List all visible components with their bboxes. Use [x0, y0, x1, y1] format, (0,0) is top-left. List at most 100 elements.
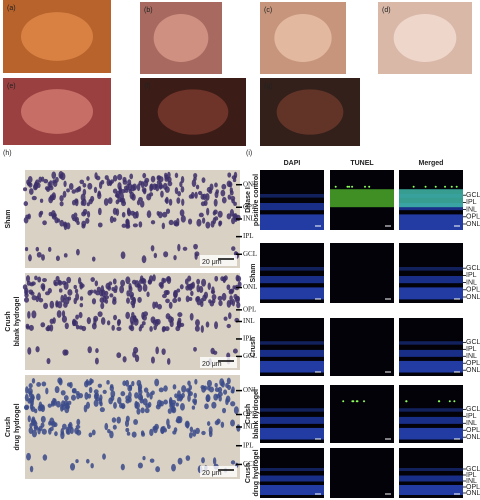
dapi-band — [260, 276, 324, 284]
nucleus — [231, 299, 236, 307]
row-label: Crush — [245, 463, 252, 483]
nucleus — [52, 317, 56, 324]
nucleus — [23, 216, 29, 224]
fluorescence-image — [330, 448, 394, 498]
nucleus — [54, 386, 60, 394]
nucleus — [39, 198, 44, 203]
nucleus — [232, 285, 236, 290]
nucleus — [196, 218, 202, 227]
nucleus — [74, 427, 79, 435]
layer-label: INL — [466, 206, 477, 213]
nucleus — [206, 379, 212, 388]
layer-label: GCL — [466, 192, 480, 199]
nucleus — [31, 378, 36, 384]
nucleus — [61, 315, 67, 323]
layer-label: GCL — [243, 460, 257, 468]
nucleus — [230, 460, 236, 465]
layer-label: GCL — [466, 339, 480, 346]
dapi-band — [399, 341, 463, 345]
dapi-band — [260, 468, 324, 471]
nucleus — [79, 283, 85, 289]
nucleus — [41, 381, 47, 387]
nucleus — [75, 292, 80, 301]
nucleus — [63, 395, 69, 401]
tunel-dot — [438, 400, 441, 403]
layer-label: ONL — [243, 386, 257, 394]
nucleus — [24, 292, 29, 298]
nucleus — [162, 278, 167, 283]
dapi-band — [399, 427, 463, 440]
layer-label: IPL — [466, 472, 477, 479]
nucleus — [119, 198, 124, 203]
dapi-band — [399, 276, 463, 284]
nucleus — [180, 186, 185, 193]
nucleus — [225, 398, 229, 406]
layer-label: INL — [466, 279, 477, 286]
nucleus — [142, 283, 148, 292]
nucleus — [231, 217, 236, 225]
tunel-dot — [342, 400, 345, 403]
nucleus — [181, 198, 185, 206]
nucleus — [43, 178, 49, 184]
nucleus — [105, 282, 111, 290]
row-label: Crush — [250, 337, 257, 357]
nucleus — [109, 215, 114, 224]
nucleus — [146, 391, 150, 398]
column-header: TUNEL — [350, 160, 374, 167]
nucleus — [64, 349, 69, 356]
nucleus — [66, 428, 71, 435]
nucleus — [236, 301, 241, 309]
nucleus — [23, 201, 29, 207]
nucleus — [205, 221, 211, 229]
layer-label: INL — [243, 317, 255, 325]
tunel-dot — [364, 185, 367, 188]
nucleus — [136, 199, 141, 206]
nucleus — [61, 280, 67, 285]
nucleus — [41, 428, 47, 435]
nucleus — [177, 297, 182, 302]
nucleus — [184, 420, 190, 429]
nucleus — [73, 284, 77, 290]
nucleus — [173, 289, 178, 298]
layer-label: OPL — [466, 360, 480, 367]
nucleus — [174, 172, 179, 178]
nucleus — [36, 382, 42, 387]
nucleus — [87, 290, 93, 296]
tunel-dot — [368, 185, 371, 188]
nucleus — [48, 420, 52, 426]
nucleus — [82, 198, 87, 207]
nucleus — [82, 188, 87, 196]
nucleus — [76, 220, 80, 226]
nucleus — [26, 280, 31, 286]
nucleus — [172, 384, 177, 390]
nucleus — [144, 177, 150, 183]
tunel-dot — [450, 185, 453, 188]
nucleus — [99, 407, 105, 413]
nucleus — [76, 186, 80, 192]
nucleus — [48, 180, 53, 188]
nucleus — [214, 382, 218, 388]
nucleus — [174, 393, 178, 399]
nucleus — [51, 171, 57, 180]
nucleus — [178, 393, 183, 402]
nucleus — [149, 183, 153, 192]
nucleus — [109, 385, 114, 392]
nucleus — [188, 194, 194, 199]
nucleus — [233, 406, 239, 415]
tunel-dot — [405, 400, 408, 403]
nucleus — [214, 216, 219, 221]
nucleus — [28, 324, 34, 331]
layer-label: ONL — [466, 367, 480, 374]
nucleus — [27, 310, 31, 319]
nucleus — [40, 415, 46, 423]
nucleus — [55, 275, 60, 282]
nucleus — [93, 399, 99, 407]
nucleus — [222, 276, 227, 282]
nucleus — [146, 291, 150, 298]
nucleus — [85, 458, 90, 464]
nucleus — [144, 407, 150, 414]
nucleus — [28, 427, 34, 435]
nucleus — [195, 296, 200, 303]
layer-label: OPL — [466, 214, 480, 221]
nucleus — [185, 455, 191, 461]
